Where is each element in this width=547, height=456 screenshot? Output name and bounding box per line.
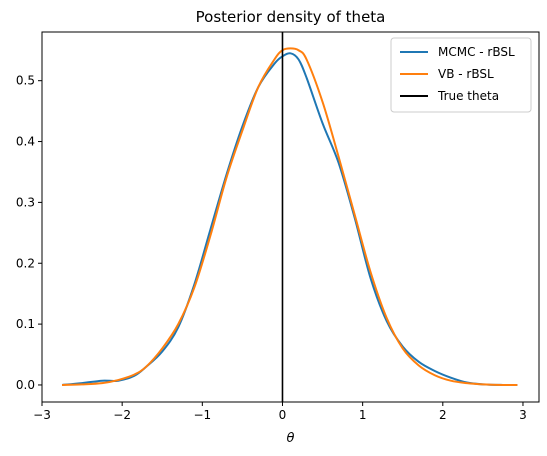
x-tick-label: 1: [359, 408, 367, 422]
legend: MCMC - rBSL VB - rBSL True theta: [390, 37, 532, 113]
x-tick-label: 3: [519, 408, 527, 422]
x-axis-label: θ: [287, 431, 295, 446]
y-tick-label: 0.0: [16, 378, 35, 392]
y-tick-label: 0.3: [16, 195, 35, 209]
chart-title: Posterior density of theta: [196, 8, 386, 26]
x-tick-label: 0: [279, 408, 287, 422]
series-line-vb-rbsl: [62, 47, 518, 387]
x-tick-label: −1: [193, 408, 211, 422]
plot-area: [61, 32, 518, 402]
x-tick-label: 2: [439, 408, 447, 422]
legend-box: [390, 37, 532, 113]
y-axis-ticks: 0.0 0.1 0.2 0.3 0.4 0.5: [16, 74, 42, 392]
legend-label-vb-rbsl: VB - rBSL: [438, 67, 494, 81]
y-tick-label: 0.1: [16, 317, 35, 331]
x-tick-label: −3: [33, 408, 51, 422]
axes-frame: [41, 31, 540, 403]
legend-label-true-theta: True theta: [437, 89, 499, 103]
x-tick-label: −2: [113, 408, 131, 422]
y-tick-label: 0.4: [16, 135, 35, 149]
x-axis-ticks: −3 −2 −1 0 1 2 3: [33, 402, 527, 422]
legend-label-mcmc-rbsl: MCMC - rBSL: [438, 45, 515, 59]
y-tick-label: 0.5: [16, 74, 35, 88]
y-tick-label: 0.2: [16, 256, 35, 270]
